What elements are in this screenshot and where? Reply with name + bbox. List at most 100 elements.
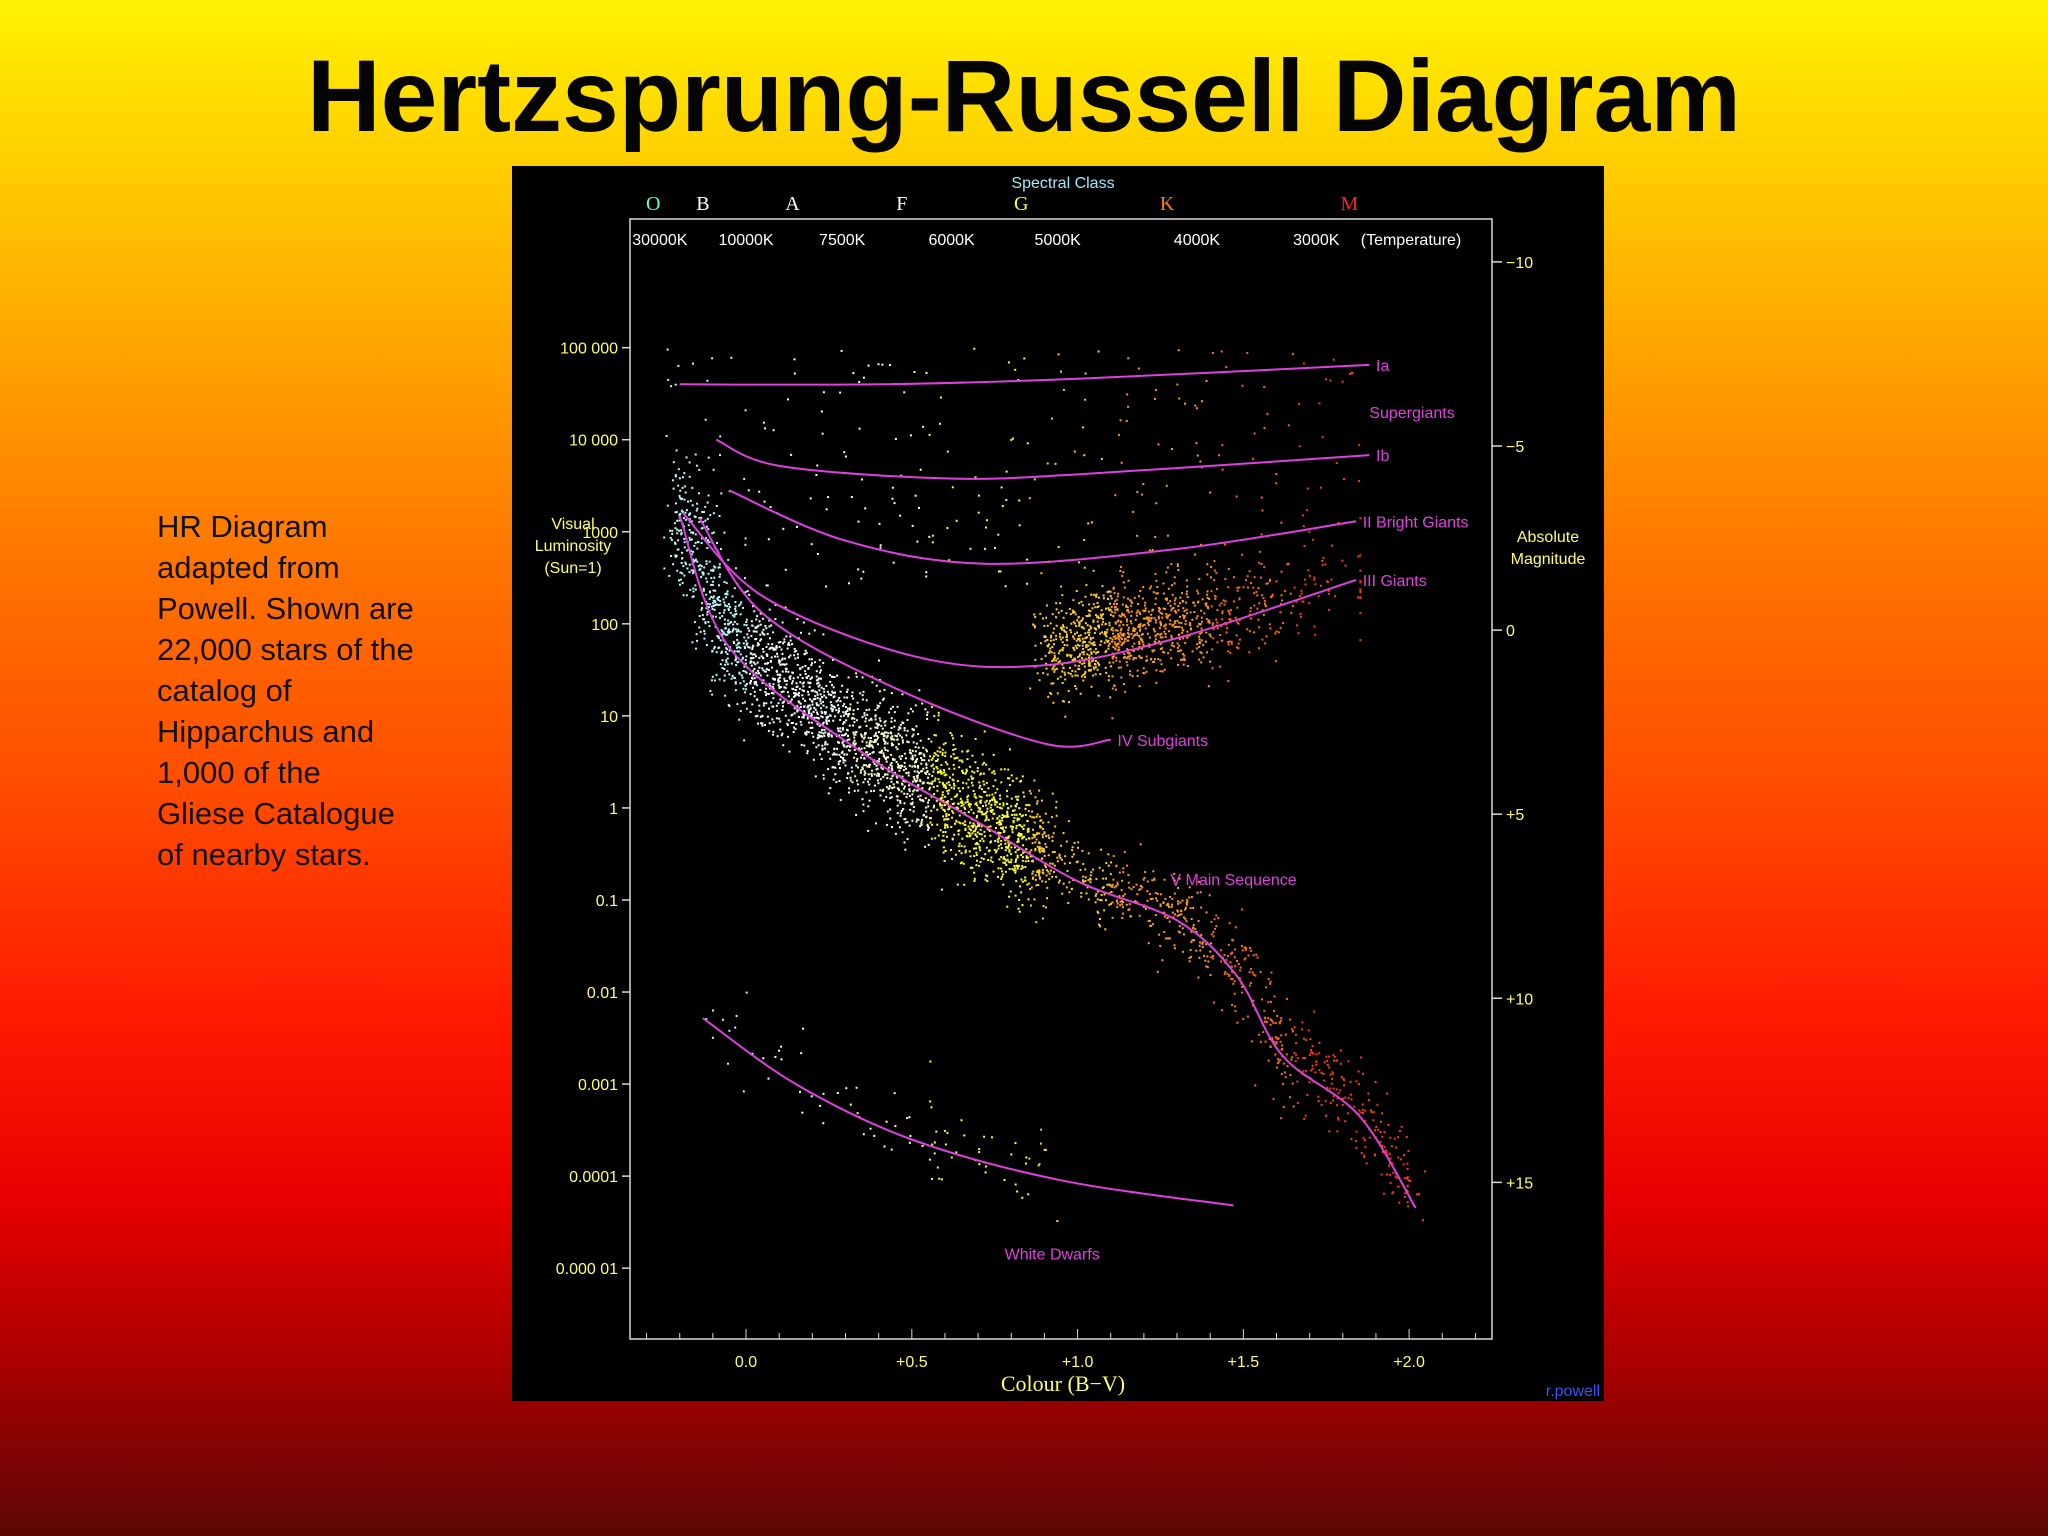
star-point [749,652,752,655]
star-point [1176,619,1179,622]
star-point [1284,590,1287,593]
star-point [1206,966,1209,969]
star-point [1291,604,1294,607]
star-point [766,653,769,656]
star-point [1107,864,1110,867]
star-point [1231,938,1234,941]
star-point [1165,484,1168,487]
star-point [815,670,818,673]
star-point [1141,624,1144,627]
star-point [1161,959,1164,962]
star-point [1317,1095,1320,1098]
star-point [1173,892,1176,895]
star-point [1096,910,1099,913]
star-point [925,575,928,578]
star-point [715,603,718,606]
star-point [1184,619,1187,622]
star-point [1298,445,1301,448]
star-point [944,831,947,833]
star-point [1124,637,1126,640]
star-point [982,840,985,843]
star-point [852,713,855,716]
star-point [1406,1184,1409,1187]
left-tick-label: 0.01 [587,985,618,1002]
star-point [1276,1038,1279,1040]
star-point [1132,510,1135,513]
star-point [953,782,955,785]
star-point [848,582,850,585]
star-point [1221,468,1224,471]
star-point [1079,869,1082,871]
star-point [760,638,763,641]
star-point [964,807,967,810]
star-point [943,769,945,772]
star-point [1243,946,1246,949]
star-point [1315,1060,1318,1063]
star-point [1024,860,1027,863]
star-point [1080,892,1083,894]
star-point [917,766,920,769]
star-point [1290,611,1293,614]
star-point [822,1122,825,1125]
star-point [701,602,703,605]
star-point [1406,1190,1409,1193]
star-point [780,1045,783,1048]
star-point [1222,599,1225,602]
star-point [1121,603,1124,606]
star-point [731,675,734,677]
star-point [916,540,919,543]
star-point [1033,821,1036,824]
star-point [1177,663,1179,666]
star-point [1068,607,1071,610]
star-point [1389,1136,1392,1139]
star-point [931,774,934,777]
star-point [820,735,822,737]
star-point [989,799,991,802]
star-point [1266,582,1269,585]
star-point [943,1129,946,1132]
star-point [1138,634,1140,637]
star-point [1275,1042,1278,1045]
star-point [1200,934,1203,937]
star-point [1404,1176,1407,1179]
star-point [1162,607,1165,610]
star-point [1034,626,1036,629]
star-point [994,801,997,804]
star-point [1318,1052,1321,1055]
star-point [1302,514,1305,517]
star-point [1313,625,1316,628]
star-point [706,517,709,520]
star-point [683,574,686,577]
star-point [705,607,708,610]
star-point [1182,657,1185,660]
star-point [1046,462,1049,465]
star-point [721,1018,724,1021]
star-point [1359,597,1362,599]
star-point [1084,641,1087,643]
star-point [1156,586,1159,588]
star-point [745,683,748,685]
star-point [1279,603,1282,606]
star-point [1136,634,1139,637]
star-point [1022,791,1025,794]
star-point [787,670,790,673]
star-point [985,874,988,877]
star-point [939,750,942,753]
star-point [1359,588,1362,591]
star-point [721,630,724,633]
star-point [1071,659,1074,661]
star-point [772,429,775,432]
star-point [1051,835,1054,838]
star-point [947,792,950,795]
star-point [1183,617,1185,620]
star-point [770,624,773,627]
left-tick-label: 1 [609,801,618,818]
star-point [821,716,824,719]
star-point [1099,918,1101,920]
star-point [866,713,869,716]
star-point [1199,651,1202,654]
star-point [871,745,874,748]
star-point [1055,616,1057,619]
star-point [971,824,974,827]
star-point [840,715,842,718]
